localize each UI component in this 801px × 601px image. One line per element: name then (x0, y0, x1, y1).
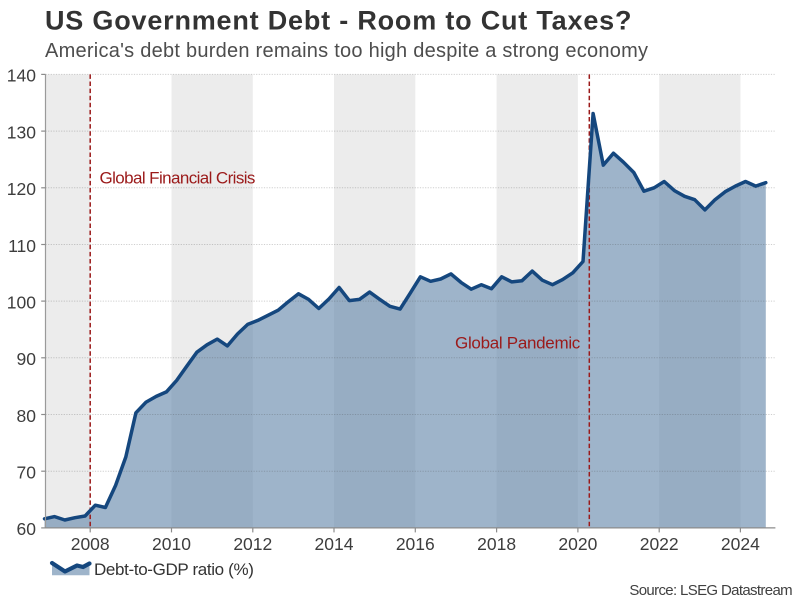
svg-text:Global Financial Crisis: Global Financial Crisis (100, 168, 255, 187)
svg-text:2022: 2022 (640, 534, 679, 554)
svg-text:80: 80 (17, 406, 37, 426)
svg-text:2014: 2014 (315, 534, 354, 554)
svg-text:Debt-to-GDP ratio (%): Debt-to-GDP ratio (%) (94, 560, 254, 579)
svg-text:100: 100 (7, 292, 36, 312)
svg-text:2024: 2024 (721, 534, 760, 554)
svg-text:2008: 2008 (71, 534, 110, 554)
svg-text:60: 60 (17, 519, 37, 539)
svg-text:2020: 2020 (558, 534, 597, 554)
svg-text:110: 110 (8, 236, 36, 256)
svg-text:Global Pandemic: Global Pandemic (455, 333, 581, 352)
svg-text:120: 120 (7, 179, 36, 199)
svg-text:2018: 2018 (477, 534, 516, 554)
svg-text:2016: 2016 (396, 534, 435, 554)
svg-text:140: 140 (7, 66, 36, 86)
svg-text:US Government Debt - Room to C: US Government Debt - Room to Cut Taxes? (45, 6, 632, 36)
svg-text:Source: LSEG Datastream: Source: LSEG Datastream (629, 582, 792, 599)
svg-text:America's debt burden remains: America's debt burden remains too high d… (45, 40, 648, 62)
svg-text:130: 130 (7, 122, 36, 142)
svg-text:90: 90 (17, 349, 37, 369)
svg-text:2010: 2010 (152, 534, 191, 554)
svg-text:2012: 2012 (233, 534, 272, 554)
svg-text:70: 70 (17, 463, 37, 483)
